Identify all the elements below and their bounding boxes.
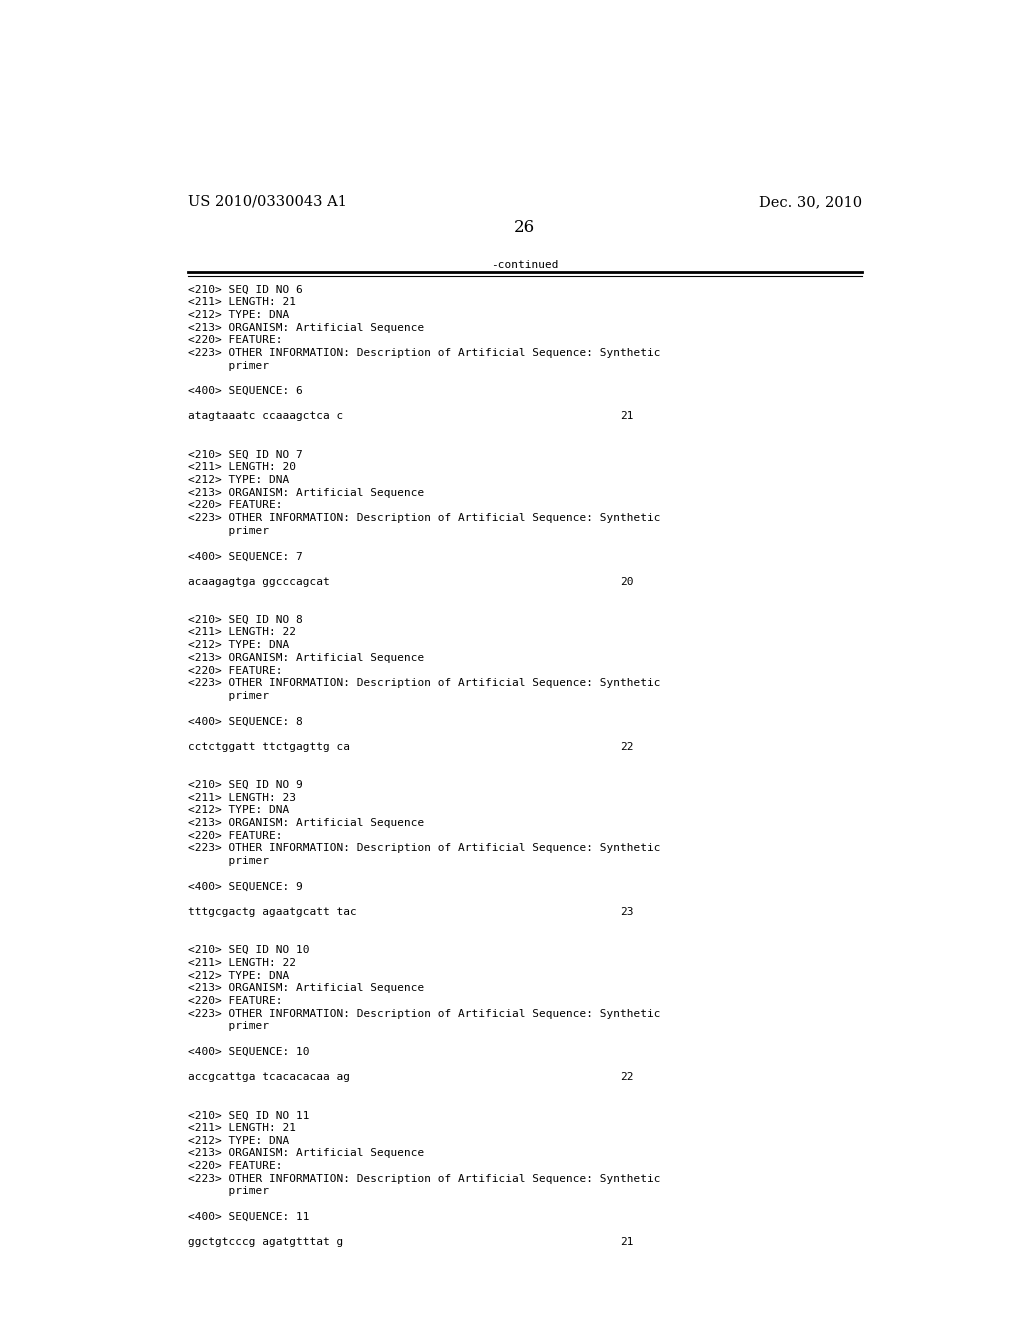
Text: <212> TYPE: DNA: <212> TYPE: DNA (187, 475, 289, 484)
Text: 21: 21 (620, 412, 634, 421)
Text: <211> LENGTH: 21: <211> LENGTH: 21 (187, 1123, 296, 1133)
Text: primer: primer (187, 1187, 268, 1196)
Text: <210> SEQ ID NO 9: <210> SEQ ID NO 9 (187, 780, 302, 789)
Text: <210> SEQ ID NO 10: <210> SEQ ID NO 10 (187, 945, 309, 956)
Text: <223> OTHER INFORMATION: Description of Artificial Sequence: Synthetic: <223> OTHER INFORMATION: Description of … (187, 1173, 660, 1184)
Text: 22: 22 (620, 742, 634, 752)
Text: 22: 22 (620, 1072, 634, 1082)
Text: <220> FEATURE:: <220> FEATURE: (187, 1162, 282, 1171)
Text: <213> ORGANISM: Artificial Sequence: <213> ORGANISM: Artificial Sequence (187, 818, 424, 828)
Text: <400> SEQUENCE: 11: <400> SEQUENCE: 11 (187, 1212, 309, 1222)
Text: <212> TYPE: DNA: <212> TYPE: DNA (187, 310, 289, 319)
Text: 21: 21 (620, 1237, 634, 1247)
Text: <213> ORGANISM: Artificial Sequence: <213> ORGANISM: Artificial Sequence (187, 983, 424, 993)
Text: <220> FEATURE:: <220> FEATURE: (187, 665, 282, 676)
Text: primer: primer (187, 1022, 268, 1031)
Text: primer: primer (187, 360, 268, 371)
Text: <211> LENGTH: 22: <211> LENGTH: 22 (187, 958, 296, 968)
Text: <223> OTHER INFORMATION: Description of Artificial Sequence: Synthetic: <223> OTHER INFORMATION: Description of … (187, 1008, 660, 1019)
Text: accgcattga tcacacacaa ag: accgcattga tcacacacaa ag (187, 1072, 349, 1082)
Text: primer: primer (187, 857, 268, 866)
Text: <211> LENGTH: 23: <211> LENGTH: 23 (187, 792, 296, 803)
Text: <212> TYPE: DNA: <212> TYPE: DNA (187, 640, 289, 651)
Text: <223> OTHER INFORMATION: Description of Artificial Sequence: Synthetic: <223> OTHER INFORMATION: Description of … (187, 843, 660, 854)
Text: <213> ORGANISM: Artificial Sequence: <213> ORGANISM: Artificial Sequence (187, 1148, 424, 1159)
Text: <220> FEATURE:: <220> FEATURE: (187, 995, 282, 1006)
Text: Dec. 30, 2010: Dec. 30, 2010 (759, 195, 862, 209)
Text: primer: primer (187, 690, 268, 701)
Text: cctctggatt ttctgagttg ca: cctctggatt ttctgagttg ca (187, 742, 349, 752)
Text: -continued: -continued (492, 260, 558, 271)
Text: <211> LENGTH: 20: <211> LENGTH: 20 (187, 462, 296, 473)
Text: <223> OTHER INFORMATION: Description of Artificial Sequence: Synthetic: <223> OTHER INFORMATION: Description of … (187, 348, 660, 358)
Text: 20: 20 (620, 577, 634, 586)
Text: atagtaaatc ccaaagctca c: atagtaaatc ccaaagctca c (187, 412, 343, 421)
Text: <212> TYPE: DNA: <212> TYPE: DNA (187, 805, 289, 816)
Text: <213> ORGANISM: Artificial Sequence: <213> ORGANISM: Artificial Sequence (187, 322, 424, 333)
Text: <213> ORGANISM: Artificial Sequence: <213> ORGANISM: Artificial Sequence (187, 653, 424, 663)
Text: acaagagtga ggcccagcat: acaagagtga ggcccagcat (187, 577, 330, 586)
Text: tttgcgactg agaatgcatt tac: tttgcgactg agaatgcatt tac (187, 907, 356, 917)
Text: <210> SEQ ID NO 6: <210> SEQ ID NO 6 (187, 284, 302, 294)
Text: <213> ORGANISM: Artificial Sequence: <213> ORGANISM: Artificial Sequence (187, 487, 424, 498)
Text: <223> OTHER INFORMATION: Description of Artificial Sequence: Synthetic: <223> OTHER INFORMATION: Description of … (187, 678, 660, 688)
Text: <220> FEATURE:: <220> FEATURE: (187, 830, 282, 841)
Text: <400> SEQUENCE: 10: <400> SEQUENCE: 10 (187, 1047, 309, 1057)
Text: <400> SEQUENCE: 7: <400> SEQUENCE: 7 (187, 552, 302, 561)
Text: US 2010/0330043 A1: US 2010/0330043 A1 (187, 195, 346, 209)
Text: 23: 23 (620, 907, 634, 917)
Text: <211> LENGTH: 22: <211> LENGTH: 22 (187, 627, 296, 638)
Text: <210> SEQ ID NO 11: <210> SEQ ID NO 11 (187, 1110, 309, 1121)
Text: <220> FEATURE:: <220> FEATURE: (187, 335, 282, 346)
Text: <220> FEATURE:: <220> FEATURE: (187, 500, 282, 511)
Text: ggctgtcccg agatgtttat g: ggctgtcccg agatgtttat g (187, 1237, 343, 1247)
Text: <210> SEQ ID NO 8: <210> SEQ ID NO 8 (187, 615, 302, 624)
Text: <212> TYPE: DNA: <212> TYPE: DNA (187, 970, 289, 981)
Text: <211> LENGTH: 21: <211> LENGTH: 21 (187, 297, 296, 308)
Text: primer: primer (187, 525, 268, 536)
Text: 26: 26 (514, 219, 536, 236)
Text: <400> SEQUENCE: 8: <400> SEQUENCE: 8 (187, 717, 302, 726)
Text: <212> TYPE: DNA: <212> TYPE: DNA (187, 1135, 289, 1146)
Text: <400> SEQUENCE: 9: <400> SEQUENCE: 9 (187, 882, 302, 891)
Text: <400> SEQUENCE: 6: <400> SEQUENCE: 6 (187, 385, 302, 396)
Text: <223> OTHER INFORMATION: Description of Artificial Sequence: Synthetic: <223> OTHER INFORMATION: Description of … (187, 513, 660, 523)
Text: <210> SEQ ID NO 7: <210> SEQ ID NO 7 (187, 450, 302, 459)
